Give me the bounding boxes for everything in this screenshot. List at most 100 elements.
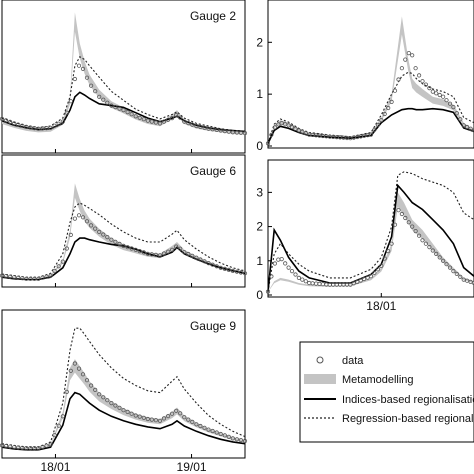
- data-point: [210, 127, 215, 132]
- data-point: [174, 113, 179, 118]
- x-tick-label: 18/01: [366, 299, 396, 313]
- data-point: [186, 417, 191, 422]
- data-point: [178, 115, 183, 120]
- data-point: [423, 241, 428, 246]
- data-point: [125, 245, 130, 250]
- data-point: [406, 50, 411, 56]
- data-point: [28, 276, 33, 281]
- data-point: [368, 274, 374, 279]
- data-point: [84, 219, 90, 224]
- y-tick-label: 0: [256, 139, 263, 153]
- data-point: [242, 438, 248, 444]
- data-point: [105, 100, 110, 105]
- data-point: [117, 106, 122, 111]
- legend-label-regression: Regression-based regionalisation: [342, 413, 474, 425]
- panel-frame: [267, 0, 474, 149]
- data-point: [461, 123, 466, 128]
- data-point: [133, 114, 138, 119]
- data-point: [40, 444, 45, 449]
- panel-gauge-6: Gauge 6: [0, 154, 248, 288]
- data-point: [3, 273, 9, 279]
- data-point: [186, 121, 191, 126]
- data-point: [76, 213, 82, 218]
- y-tick-label: 1: [256, 87, 263, 101]
- panel-frame: [1, 0, 246, 154]
- regression-line: [267, 71, 474, 144]
- regression-line: [1, 202, 246, 278]
- data-point: [276, 122, 281, 127]
- data-point: [97, 392, 102, 397]
- data-point: [379, 118, 384, 123]
- data-point: [198, 124, 203, 130]
- data-point: [202, 125, 207, 130]
- data-point: [80, 66, 86, 72]
- data-point: [372, 127, 377, 132]
- data-point: [386, 105, 391, 111]
- data-point: [226, 434, 231, 439]
- data-point: [157, 253, 163, 258]
- data-point: [174, 244, 179, 249]
- data-point: [89, 223, 94, 228]
- data-point: [97, 229, 102, 234]
- data-point: [0, 273, 5, 278]
- data-point: [214, 127, 219, 132]
- data-point: [386, 249, 391, 254]
- data-point: [413, 229, 418, 234]
- legend-label-data: data: [342, 355, 364, 367]
- data-point: [68, 232, 73, 237]
- data-point: [0, 116, 5, 121]
- data-point: [40, 275, 45, 280]
- data-point: [105, 398, 110, 403]
- data-point: [153, 252, 158, 257]
- data-point: [48, 442, 53, 447]
- panel-frame: [1, 154, 246, 288]
- x-tick-label: 19/01: [177, 460, 207, 474]
- data-point: [468, 126, 473, 131]
- data-point: [222, 266, 227, 271]
- data-point: [303, 131, 308, 136]
- data-point: [149, 252, 154, 257]
- data-point: [269, 132, 274, 137]
- data-point: [198, 423, 203, 429]
- data-point: [406, 220, 411, 225]
- data-point: [48, 125, 53, 130]
- panel-gauge-9: Gauge 9 18/01 19/01: [0, 309, 248, 474]
- data-point: [447, 265, 453, 270]
- data-point: [289, 124, 295, 130]
- indices-line: [267, 183, 474, 292]
- data-point: [440, 258, 446, 263]
- data-point: [117, 241, 122, 246]
- data-point: [279, 256, 284, 262]
- data-point: [145, 251, 150, 256]
- data-point: [125, 110, 130, 115]
- data-point: [93, 387, 98, 392]
- data-point: [272, 125, 277, 130]
- data-point: [24, 445, 29, 451]
- data-point: [44, 443, 49, 448]
- data-point: [149, 119, 154, 124]
- data-point: [214, 430, 219, 435]
- data-point: [166, 249, 171, 254]
- data-point: [3, 443, 9, 449]
- data-point: [109, 400, 114, 406]
- data-point: [64, 110, 69, 115]
- data-point: [286, 265, 291, 270]
- data-point: [170, 116, 175, 121]
- data-point: [416, 233, 422, 238]
- data-point: [44, 274, 49, 279]
- data-point: [234, 269, 239, 274]
- data-point: [145, 118, 150, 123]
- data-point: [293, 126, 298, 131]
- data-point: [313, 281, 319, 286]
- data-point: [399, 66, 404, 71]
- data-point: [283, 261, 288, 266]
- data-point: [198, 257, 203, 262]
- data-point: [218, 265, 223, 270]
- data-point: [153, 120, 158, 125]
- data-point: [190, 122, 195, 127]
- data-point: [293, 272, 298, 277]
- data-point: [64, 246, 69, 251]
- data-point: [72, 361, 78, 366]
- metamodelling-band: [268, 16, 474, 144]
- data-point: [48, 273, 53, 278]
